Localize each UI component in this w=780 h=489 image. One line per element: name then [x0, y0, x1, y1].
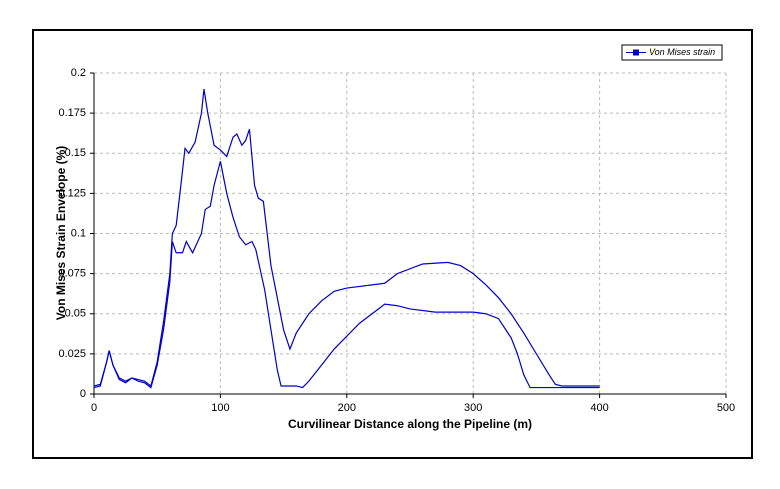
- legend-box: [621, 44, 723, 61]
- x-tick-label: 500: [717, 402, 735, 414]
- y-tick-label: 0.075: [58, 268, 86, 280]
- x-tick-label: 200: [338, 402, 356, 414]
- y-tick-label: 0.1: [71, 227, 86, 239]
- legend-label: Von Mises strain: [649, 47, 715, 57]
- y-tick-label: 0.025: [58, 348, 86, 360]
- y-tick-label: 0.15: [65, 147, 86, 159]
- x-tick-label: 400: [590, 402, 608, 414]
- y-tick-label: 0.175: [58, 107, 86, 119]
- frame: [32, 29, 753, 459]
- x-tick-label: 300: [464, 402, 482, 414]
- y-tick-label: 0.2: [71, 67, 86, 79]
- y-tick-label: 0.05: [65, 308, 86, 320]
- x-tick-label: 100: [211, 402, 229, 414]
- y-tick-label: 0: [80, 388, 86, 400]
- line: [93, 88, 600, 387]
- x-tick-label: 0: [91, 402, 97, 414]
- line: [93, 161, 600, 389]
- legend-marker: [633, 49, 639, 56]
- x-axis-label: Curvilinear Distance along the Pipeline …: [288, 417, 532, 431]
- y-tick-label: 0.125: [58, 187, 86, 199]
- y-axis-label: Von Mises Strain Envelope (%): [54, 146, 68, 320]
